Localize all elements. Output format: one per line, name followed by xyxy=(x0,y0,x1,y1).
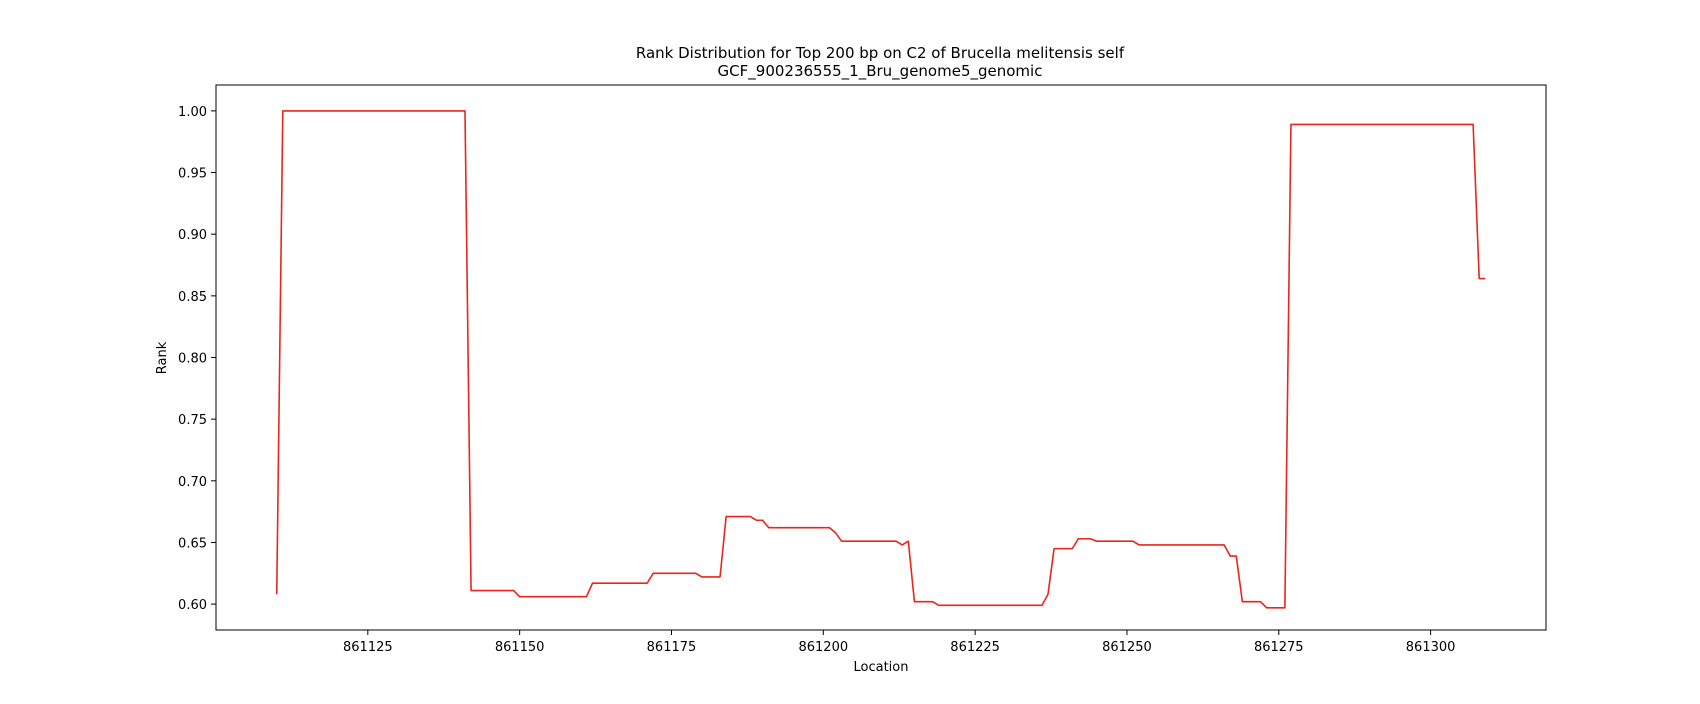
y-axis-label: Rank xyxy=(155,341,170,374)
x-tick-label: 861250 xyxy=(1102,640,1152,655)
y-tick-label: 0.65 xyxy=(178,536,207,551)
x-tick-label: 861125 xyxy=(343,640,393,655)
y-tick-label: 0.80 xyxy=(178,352,207,367)
rank-series-line xyxy=(275,110,1486,609)
x-tick-label: 861275 xyxy=(1254,640,1304,655)
x-tick-label: 861225 xyxy=(950,640,1000,655)
series-lines xyxy=(275,110,1486,609)
x-tick-label: 861175 xyxy=(647,640,697,655)
y-axis-ticks: 0.60 0.65 0.70 0.75 0.80 0.85 0.90 0.95 1.00 xyxy=(178,105,216,613)
chart-title-line1: Rank Distribution for Top 200 bp on C2 o… xyxy=(636,44,1125,62)
y-tick-label: 0.60 xyxy=(178,598,207,613)
x-tick-label: 861300 xyxy=(1406,640,1456,655)
y-tick-label: 0.85 xyxy=(178,290,207,305)
y-tick-label: 0.90 xyxy=(178,228,207,243)
plot-frame xyxy=(215,84,1547,631)
y-tick-label: 0.95 xyxy=(178,167,207,182)
chart-title-line2: GCF_900236555_1_Bru_genome5_genomic xyxy=(718,62,1043,81)
y-tick-label: 0.75 xyxy=(178,413,207,428)
x-axis-ticks: 861125 861150 861175 861200 861225 861250 8612… xyxy=(343,630,1455,655)
x-tick-label: 861200 xyxy=(798,640,848,655)
y-tick-label: 0.70 xyxy=(178,475,207,490)
x-tick-label: 861150 xyxy=(495,640,545,655)
y-tick-label: 1.00 xyxy=(178,105,207,120)
x-axis-label: Location xyxy=(854,660,909,675)
